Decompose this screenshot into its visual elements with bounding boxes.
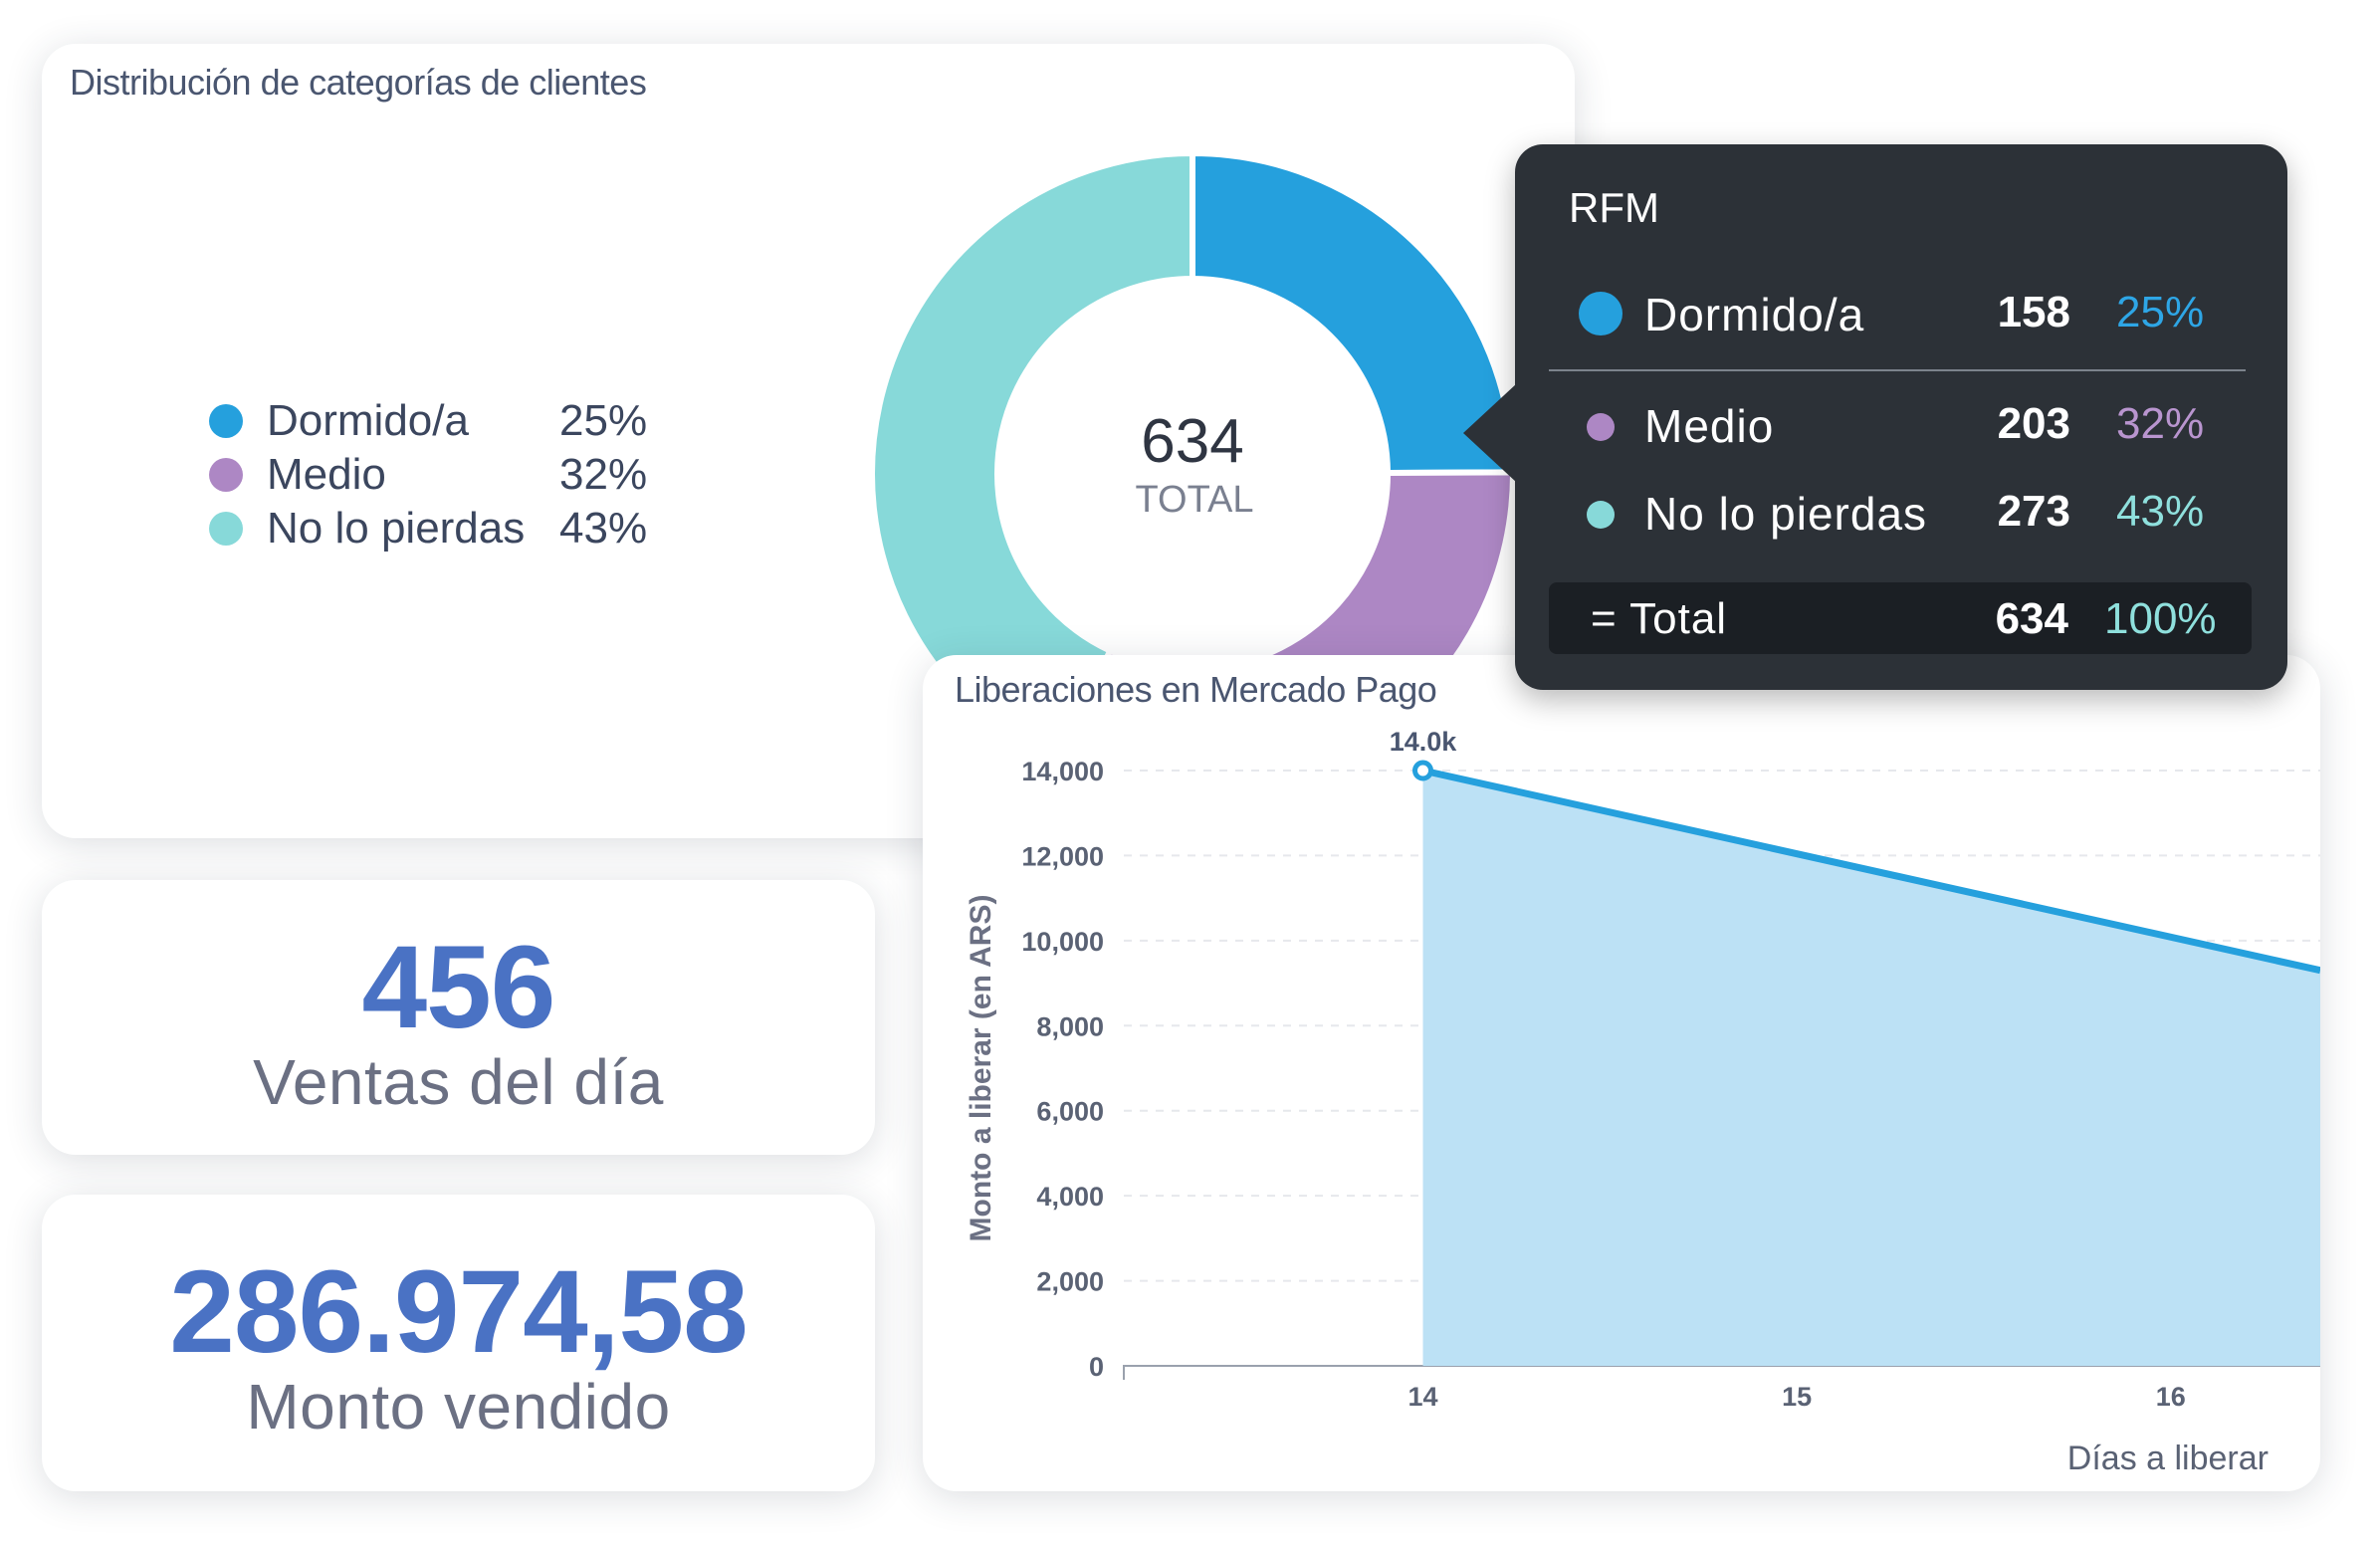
- tooltip-total-count: 634: [1995, 594, 2068, 643]
- tooltip-dot: [1587, 413, 1615, 441]
- legend-percent: 43%: [559, 504, 648, 553]
- tooltip-arrow: [1463, 383, 1517, 483]
- donut-center-label: TOTAL: [1136, 479, 1254, 521]
- rfm-tooltip: RFM Dormido/a 158 25% Medio 203 32% No l…: [1463, 144, 2287, 690]
- kpi-label: Monto vendido: [246, 1371, 671, 1442]
- tooltip-row-count: 158: [1997, 288, 2070, 336]
- data-point[interactable]: [1412, 760, 1433, 781]
- tooltip-divider: [1549, 369, 2246, 371]
- x-axis-line: [1123, 1365, 2320, 1380]
- y-tick-label: 12,000: [1021, 841, 1104, 871]
- area-chart[interactable]: 02,0004,0006,0008,00010,00012,00014,000 …: [923, 655, 2320, 1491]
- tooltip-dot: [1579, 292, 1623, 335]
- legend-item-medio[interactable]: Medio 32%: [209, 448, 647, 502]
- y-tick-label: 0: [1089, 1352, 1104, 1382]
- y-tick-label: 14,000: [1021, 757, 1104, 786]
- legend-item-dormido[interactable]: Dormido/a 25%: [209, 394, 647, 448]
- legend-percent: 32%: [559, 450, 648, 499]
- tooltip-row-label: Dormido/a: [1644, 289, 1865, 340]
- legend-label: Dormido/a: [267, 396, 469, 445]
- y-tick-label: 10,000: [1021, 927, 1104, 957]
- data-point-label: 14.0k: [1390, 727, 1458, 757]
- x-axis-label: Días a liberar: [2067, 1440, 2269, 1477]
- donut-legend: Dormido/a 25% Medio 32% No lo pierdas 43…: [209, 394, 647, 555]
- legend-dot: [209, 512, 243, 546]
- x-tick-label: 16: [2156, 1382, 2186, 1412]
- mercado-pago-releases-card: Liberaciones en Mercado Pago 0 2,000 4,000…: [923, 655, 2320, 1491]
- tooltip-row-percent: 32%: [2116, 399, 2205, 448]
- tooltip-dot: [1587, 501, 1615, 529]
- legend-label: Medio: [267, 450, 386, 499]
- x-tick-label: 14: [1407, 1382, 1437, 1412]
- x-tick-label: 15: [1782, 1382, 1812, 1412]
- tooltip-title: RFM: [1569, 184, 1659, 231]
- tooltip-row-dormido: Dormido/a 158 25%: [1515, 274, 2287, 353]
- y-tick-label: 2,000: [1036, 1267, 1104, 1297]
- tooltip-row-label: No lo pierdas: [1644, 488, 1928, 540]
- y-axis-label: Monto a liberar (en ARS): [965, 895, 997, 1242]
- legend-dot: [209, 404, 243, 438]
- tooltip-row-percent: 25%: [2116, 288, 2205, 336]
- tooltip-row-count: 273: [1997, 487, 2070, 536]
- donut-slice-no-lo-pierdas[interactable]: [869, 149, 1195, 769]
- tooltip-row-label: Medio: [1644, 400, 1775, 452]
- card-title: Distribución de categorías de clientes: [70, 62, 647, 103]
- legend-percent: 25%: [559, 396, 648, 445]
- tooltip-row-no-lo-pierdas: No lo pierdas 273 43%: [1515, 473, 2287, 553]
- tooltip-total-percent: 100%: [2104, 594, 2217, 643]
- donut-center-value: 634: [1141, 407, 1243, 476]
- y-tick-label: 4,000: [1036, 1182, 1104, 1212]
- tooltip-total-row: = Total 634 100%: [1549, 582, 2252, 654]
- card-title: Liberaciones en Mercado Pago: [955, 669, 1437, 710]
- y-tick-label: 8,000: [1036, 1011, 1104, 1041]
- tooltip-row-count: 203: [1997, 399, 2070, 448]
- kpi-label: Ventas del día: [253, 1046, 664, 1118]
- tooltip-row-medio: Medio 203 32%: [1515, 385, 2287, 465]
- kpi-value: 286.974,58: [169, 1246, 749, 1378]
- y-tick-label: 6,000: [1036, 1097, 1104, 1127]
- customer-categories-card: Distribución de categorías de clientes D…: [42, 44, 1575, 838]
- legend-label: No lo pierdas: [267, 504, 526, 553]
- legend-dot: [209, 458, 243, 492]
- legend-item-no-lo-pierdas[interactable]: No lo pierdas 43%: [209, 502, 647, 555]
- amount-sold-card: 286.974,58 Monto vendido: [42, 1195, 875, 1491]
- area-fill: [1422, 771, 2320, 1366]
- series-line: [1421, 767, 2320, 975]
- tooltip-total-label: = Total: [1591, 594, 1728, 643]
- kpi-value: 456: [361, 922, 556, 1053]
- tooltip-row-percent: 43%: [2116, 487, 2205, 536]
- sales-of-day-card: 456 Ventas del día: [42, 880, 875, 1155]
